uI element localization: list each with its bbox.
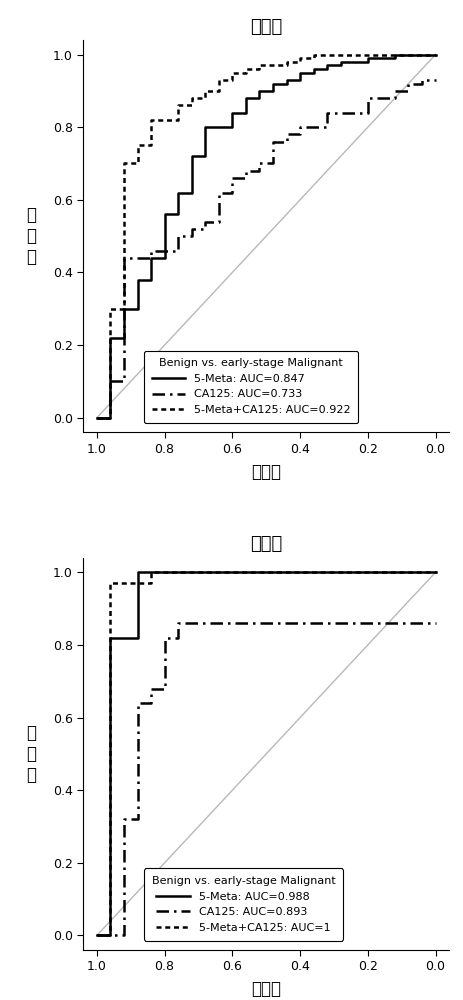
Legend: 5-Meta: AUC=0.988, CA125: AUC=0.893, 5-Meta+CA125: AUC=1: 5-Meta: AUC=0.988, CA125: AUC=0.893, 5-M… <box>144 868 343 941</box>
Legend: 5-Meta: AUC=0.847, CA125: AUC=0.733, 5-Meta+CA125: AUC=0.922: 5-Meta: AUC=0.847, CA125: AUC=0.733, 5-M… <box>144 351 358 423</box>
Title: 验证组: 验证组 <box>250 535 282 553</box>
X-axis label: 特异性: 特异性 <box>251 463 281 481</box>
X-axis label: 特异性: 特异性 <box>251 980 281 998</box>
Y-axis label: 灵
敏
度: 灵 敏 度 <box>26 724 36 784</box>
Y-axis label: 灵
敏
度: 灵 敏 度 <box>26 206 36 266</box>
Title: 发现组: 发现组 <box>250 18 282 36</box>
